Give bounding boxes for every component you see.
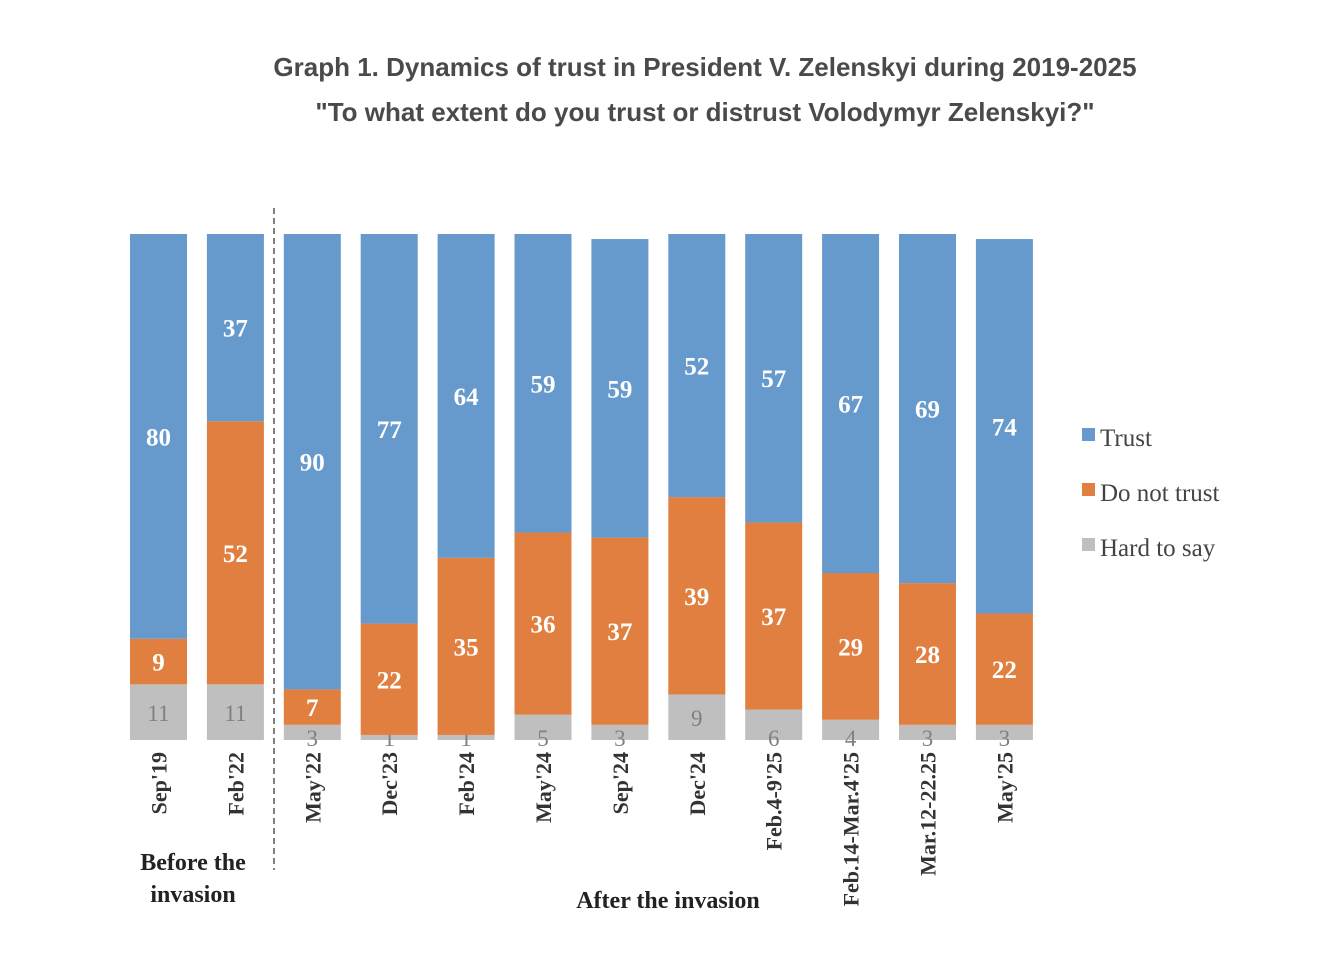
- bar-do-not-trust-10: [899, 583, 956, 725]
- group-label-before-line1: Before the: [140, 850, 246, 876]
- bar-hard-to-say-2: [283, 724, 341, 740]
- data-label-hard-to-say-2: 3: [307, 726, 319, 751]
- data-label-do-not-trust-10: 28: [915, 642, 940, 669]
- bar-do-not-trust-3: [360, 623, 418, 735]
- data-label-do-not-trust-2: 7: [306, 695, 319, 722]
- data-label-trust-0: 80: [146, 424, 171, 451]
- tick-label-3: Dec'23: [377, 752, 402, 816]
- data-label-do-not-trust-1: 52: [223, 541, 248, 568]
- tick-label-8: Feb.4-9'25: [762, 752, 787, 850]
- bar-do-not-trust-7: [668, 497, 726, 695]
- bar-do-not-trust-1: [206, 421, 264, 685]
- data-label-trust-2: 90: [300, 450, 325, 477]
- data-label-do-not-trust-0: 9: [152, 650, 165, 677]
- data-label-hard-to-say-5: 5: [537, 726, 549, 751]
- chart-title: Graph 1. Dynamics of trust in President …: [273, 52, 1137, 82]
- bar-hard-to-say-3: [360, 734, 418, 740]
- data-label-trust-6: 59: [607, 376, 632, 403]
- data-label-do-not-trust-9: 29: [838, 634, 863, 661]
- bar-trust-9: [822, 234, 880, 574]
- bar-trust-7: [668, 234, 726, 498]
- bars-layer: 1198011523737901227713564536593375993952…: [130, 234, 1033, 751]
- tick-label-6: Sep'24: [608, 752, 633, 814]
- data-label-trust-10: 69: [915, 397, 940, 424]
- data-label-hard-to-say-7: 9: [691, 706, 703, 731]
- tick-label-9: Feb.14-Mar.4'25: [839, 752, 864, 906]
- tick-label-4: Feb'24: [454, 752, 479, 816]
- bar-hard-to-say-1: [206, 684, 264, 740]
- data-label-do-not-trust-8: 37: [761, 604, 786, 631]
- data-label-hard-to-say-4: 1: [460, 726, 472, 751]
- data-label-trust-4: 64: [454, 384, 480, 411]
- bar-do-not-trust-5: [514, 532, 572, 715]
- bar-trust-3: [360, 234, 418, 624]
- data-label-hard-to-say-10: 3: [922, 726, 934, 751]
- data-label-do-not-trust-7: 39: [684, 584, 709, 611]
- data-label-do-not-trust-5: 36: [531, 612, 556, 639]
- legend: Trust Do not trust Hard to say: [1082, 425, 1220, 562]
- tick-label-7: Dec'24: [685, 752, 710, 816]
- bar-hard-to-say-8: [745, 709, 803, 740]
- data-label-hard-to-say-11: 3: [999, 726, 1011, 751]
- legend-swatch-hard-to-say: [1082, 538, 1095, 551]
- tick-label-11: May'25: [992, 752, 1017, 823]
- bar-trust-10: [899, 234, 956, 584]
- data-label-hard-to-say-1: 11: [224, 701, 246, 726]
- data-label-do-not-trust-4: 35: [454, 634, 479, 661]
- chart-subtitle: "To what extent do you trust or distrust…: [315, 97, 1095, 127]
- bar-trust-4: [437, 234, 495, 558]
- tick-label-2: May'22: [300, 752, 325, 823]
- bar-do-not-trust-2: [283, 689, 341, 725]
- data-label-do-not-trust-3: 22: [377, 667, 402, 694]
- legend-label-trust: Trust: [1100, 425, 1152, 452]
- data-label-hard-to-say-9: 4: [845, 726, 857, 751]
- category-axis: Sep'19 Feb'22 May'22 Dec'23 Feb'24 May'24 Sep'…: [147, 752, 1018, 906]
- bar-hard-to-say-0: [130, 684, 187, 740]
- legend-swatch-trust: [1082, 428, 1095, 441]
- data-label-hard-to-say-8: 6: [768, 726, 780, 751]
- data-label-hard-to-say-6: 3: [614, 726, 626, 751]
- data-label-trust-1: 37: [223, 316, 248, 343]
- bar-hard-to-say-7: [668, 694, 726, 740]
- bar-hard-to-say-10: [899, 724, 956, 740]
- data-label-trust-9: 67: [838, 392, 863, 419]
- bar-do-not-trust-9: [822, 573, 880, 720]
- bar-trust-6: [591, 239, 649, 538]
- legend-label-do-not-trust: Do not trust: [1100, 480, 1220, 507]
- bar-do-not-trust-4: [437, 557, 495, 735]
- bar-do-not-trust-11: [975, 613, 1033, 725]
- data-label-do-not-trust-6: 37: [607, 619, 632, 646]
- tick-label-0: Sep'19: [147, 752, 172, 814]
- bar-do-not-trust-0: [130, 638, 187, 685]
- tick-label-10: Mar.12-22.25: [916, 752, 941, 876]
- tick-label-5: May'24: [531, 752, 556, 823]
- bar-hard-to-say-6: [591, 724, 649, 740]
- bar-do-not-trust-6: [591, 537, 649, 725]
- bar-trust-5: [514, 234, 572, 533]
- bar-trust-1: [206, 234, 264, 422]
- bar-hard-to-say-11: [975, 724, 1033, 740]
- legend-label-hard-to-say: Hard to say: [1100, 535, 1216, 562]
- bar-hard-to-say-5: [514, 714, 572, 740]
- bar-trust-11: [975, 239, 1033, 614]
- bar-do-not-trust-8: [745, 522, 803, 710]
- legend-swatch-do-not-trust: [1082, 483, 1095, 496]
- tick-label-1: Feb'22: [223, 752, 248, 816]
- bar-hard-to-say-4: [437, 734, 495, 740]
- group-label-before-line2: invasion: [150, 882, 235, 908]
- data-label-hard-to-say-0: 11: [147, 701, 169, 726]
- bar-trust-8: [745, 234, 803, 523]
- bar-hard-to-say-9: [822, 719, 880, 740]
- data-label-trust-11: 74: [992, 414, 1018, 441]
- data-label-trust-8: 57: [761, 366, 786, 393]
- data-label-trust-5: 59: [531, 371, 556, 398]
- bar-trust-0: [130, 234, 187, 639]
- bar-trust-2: [283, 234, 341, 690]
- data-label-trust-3: 77: [377, 417, 402, 444]
- data-label-trust-7: 52: [684, 354, 709, 381]
- data-label-hard-to-say-3: 1: [383, 726, 395, 751]
- group-label-after: After the invasion: [576, 888, 760, 914]
- data-label-do-not-trust-11: 22: [992, 657, 1017, 684]
